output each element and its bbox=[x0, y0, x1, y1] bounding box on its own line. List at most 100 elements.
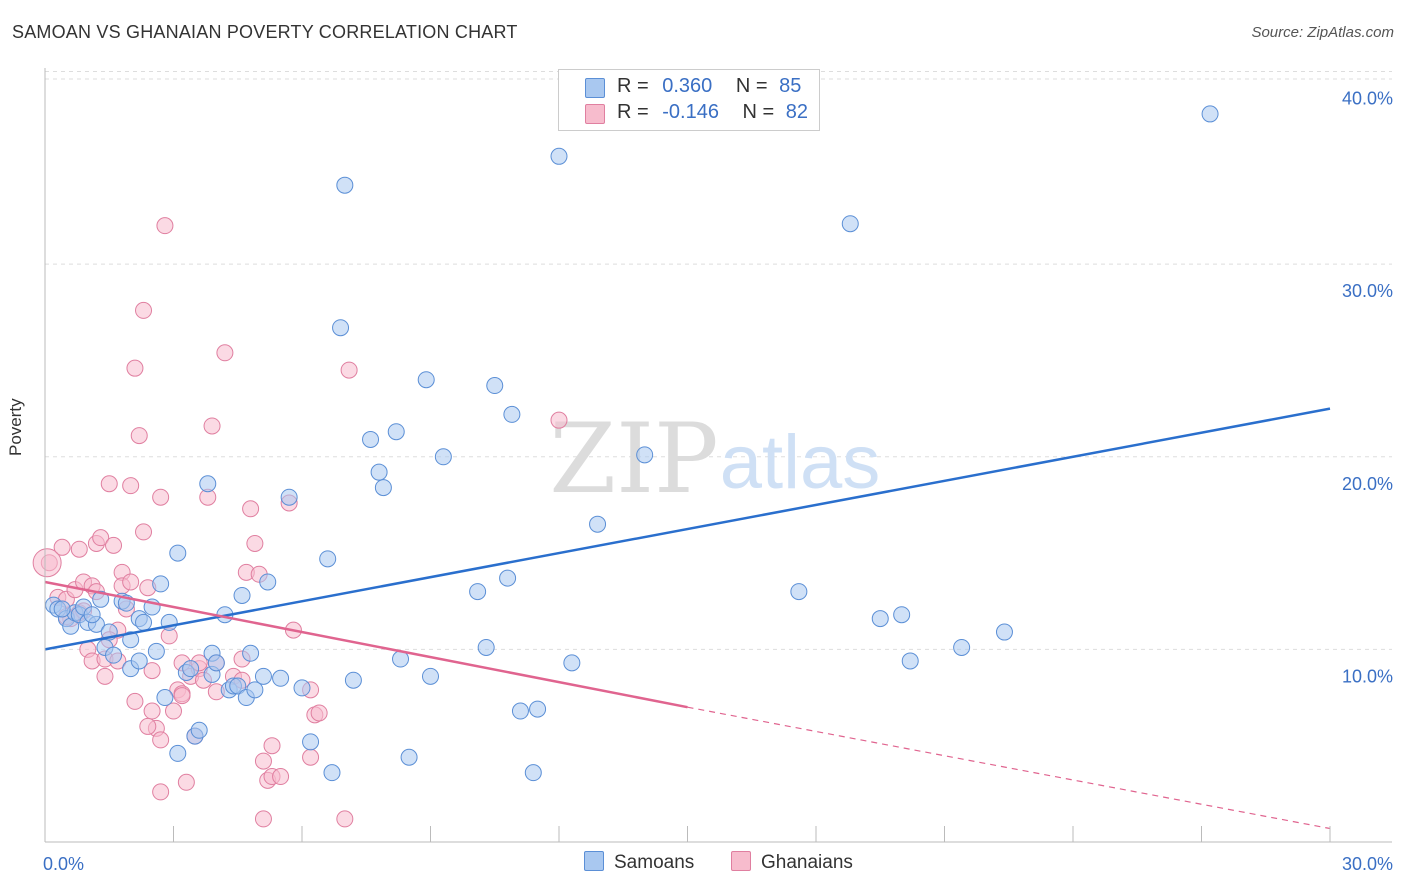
watermark: ZIP atlas bbox=[549, 403, 880, 515]
samoan-point bbox=[182, 660, 200, 678]
samoan-point bbox=[92, 590, 110, 608]
ghanaian-point bbox=[152, 488, 170, 506]
bottom-legend-label-samoans: Samoans bbox=[614, 852, 695, 873]
ghanaian-point bbox=[203, 417, 221, 435]
legend-n-label: N = bbox=[735, 75, 768, 97]
samoan-point bbox=[233, 586, 251, 604]
samoan-point bbox=[344, 671, 362, 689]
legend-n-value: 82 bbox=[785, 101, 809, 123]
ghanaian-point bbox=[246, 534, 264, 552]
samoan-point bbox=[434, 448, 452, 466]
samoan-point bbox=[529, 700, 547, 718]
legend-r-value: 0.360 bbox=[662, 75, 713, 97]
samoan-point bbox=[83, 606, 101, 624]
samoan-point bbox=[841, 215, 859, 233]
ghanaian-point bbox=[92, 529, 110, 547]
legend-r-label: R = bbox=[617, 75, 649, 97]
ghanaian-point bbox=[177, 773, 195, 791]
ghanaian-point bbox=[156, 217, 174, 235]
samoan-point bbox=[302, 733, 320, 751]
samoan-point bbox=[323, 764, 341, 782]
ghanaian-point bbox=[105, 536, 123, 554]
ghanaian-point bbox=[336, 810, 354, 828]
ghanaian-point bbox=[216, 344, 234, 362]
y-tick-label: 40.0% bbox=[1342, 89, 1393, 109]
samoan-point bbox=[152, 575, 170, 593]
ghanaian-point-large bbox=[32, 548, 62, 578]
legend-r-label: R = bbox=[617, 101, 649, 123]
ghanaian-point bbox=[126, 359, 144, 377]
ghanaian-point bbox=[165, 702, 182, 720]
ghanaian-point bbox=[272, 768, 290, 786]
ghanaian-point bbox=[550, 411, 568, 429]
axes-layer bbox=[44, 68, 1392, 843]
samoan-point bbox=[259, 573, 277, 591]
samoan-point bbox=[636, 446, 654, 464]
bottom-legend-label-ghanaians: Ghanaians bbox=[761, 852, 853, 873]
samoan-point bbox=[246, 681, 264, 699]
samoan-point bbox=[563, 654, 581, 672]
samoan-point bbox=[387, 423, 405, 441]
ghanaian-point bbox=[254, 752, 272, 770]
ghanaian-point bbox=[302, 748, 320, 766]
legend-swatch-samoans bbox=[585, 78, 605, 98]
samoan-point bbox=[130, 652, 148, 670]
samoan-point bbox=[169, 544, 187, 562]
ghanaian-point bbox=[152, 783, 170, 801]
ghanaian-point bbox=[100, 475, 118, 493]
samoan-point bbox=[272, 669, 290, 687]
legend-n-label: N = bbox=[742, 101, 775, 123]
watermark-atlas: atlas bbox=[720, 420, 881, 505]
ghanaian-point bbox=[122, 477, 140, 495]
samoan-point bbox=[511, 702, 529, 720]
ghanaian-point bbox=[126, 692, 144, 710]
ghanaian-point bbox=[96, 667, 114, 685]
samoan-point bbox=[589, 515, 607, 533]
samoan-point bbox=[332, 319, 350, 337]
bottom-legend-swatch-ghanaians bbox=[731, 851, 751, 871]
samoan-point bbox=[199, 475, 217, 493]
samoan-point bbox=[374, 479, 392, 497]
samoan-point bbox=[156, 689, 174, 707]
samoan-point bbox=[400, 748, 418, 766]
y-tick-label: 10.0% bbox=[1342, 666, 1393, 686]
watermark-zip: ZIP bbox=[549, 403, 718, 515]
samoan-point bbox=[105, 646, 123, 664]
source-label: Source: ZipAtlas.com bbox=[1251, 24, 1394, 41]
samoan-point bbox=[135, 613, 153, 631]
samoan-point bbox=[477, 638, 495, 656]
samoan-point bbox=[486, 377, 504, 395]
ghanaians-trend-extension bbox=[687, 706, 1331, 830]
ghanaian-point bbox=[135, 523, 153, 541]
samoan-point bbox=[293, 679, 311, 697]
samoan-point bbox=[417, 371, 435, 389]
samoan-point bbox=[319, 550, 337, 568]
samoan-point bbox=[901, 652, 919, 670]
samoan-point bbox=[953, 638, 971, 656]
samoan-point bbox=[190, 721, 208, 739]
samoan-point bbox=[503, 405, 521, 423]
samoan-point bbox=[995, 623, 1013, 641]
ghanaian-point bbox=[263, 737, 281, 755]
ghanaians-trend-line bbox=[44, 580, 688, 709]
samoan-point bbox=[370, 463, 388, 481]
ghanaian-point bbox=[173, 687, 191, 705]
x-tick-label-max: 30.0% bbox=[1342, 854, 1393, 874]
samoan-point bbox=[207, 654, 225, 672]
ghanaian-point bbox=[152, 731, 170, 749]
samoan-point bbox=[336, 176, 354, 194]
y-tick-label: 30.0% bbox=[1342, 281, 1393, 301]
ghanaian-point bbox=[122, 573, 140, 591]
samoan-point bbox=[53, 600, 71, 618]
ghanaian-point bbox=[143, 702, 161, 720]
samoan-point bbox=[254, 667, 272, 685]
ghanaian-point bbox=[139, 717, 157, 735]
x-tick-label-min: 0.0% bbox=[43, 854, 84, 874]
samoans-trend-line bbox=[44, 407, 1331, 651]
chart-title: SAMOAN VS GHANAIAN POVERTY CORRELATION C… bbox=[12, 22, 518, 42]
ghanaian-point bbox=[143, 662, 161, 680]
legend-n-value: 85 bbox=[779, 75, 802, 97]
tick-labels: 10.0% 20.0% 30.0% 40.0% 0.0% 30.0% bbox=[43, 89, 1393, 874]
ghanaian-point bbox=[53, 538, 71, 556]
